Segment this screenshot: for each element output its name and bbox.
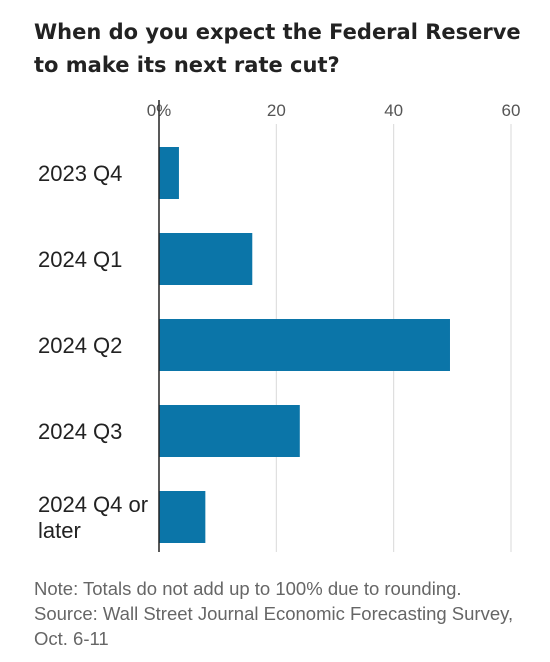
category-label: 2024 Q3 bbox=[38, 419, 122, 444]
category-label: 2024 Q2 bbox=[38, 333, 122, 358]
bar bbox=[159, 491, 206, 543]
source-text: Source: Wall Street Journal Economic For… bbox=[34, 603, 514, 649]
bar bbox=[159, 405, 300, 457]
x-tick-label: 20 bbox=[267, 101, 286, 120]
chart-title: When do you expect the Federal Reserve t… bbox=[34, 20, 521, 77]
x-tick-label: 60 bbox=[502, 101, 521, 120]
bar bbox=[159, 233, 253, 285]
x-tick-label: 40 bbox=[384, 101, 403, 120]
x-axis-ticks: 0% 20 40 60 bbox=[147, 101, 521, 120]
category-labels: 2023 Q4 2024 Q1 2024 Q2 2024 Q3 2024 Q4 orla… bbox=[38, 161, 148, 543]
bar bbox=[159, 147, 179, 199]
note-text: Note: Totals do not add up to 100% due t… bbox=[34, 578, 462, 599]
category-label: 2024 Q4 or bbox=[38, 492, 148, 517]
bar bbox=[159, 319, 450, 371]
category-label: later bbox=[38, 518, 81, 543]
bars bbox=[159, 147, 450, 543]
chart-notes: Note: Totals do not add up to 100% due t… bbox=[34, 576, 534, 651]
category-label: 2023 Q4 bbox=[38, 161, 122, 186]
category-label: 2024 Q1 bbox=[38, 247, 122, 272]
